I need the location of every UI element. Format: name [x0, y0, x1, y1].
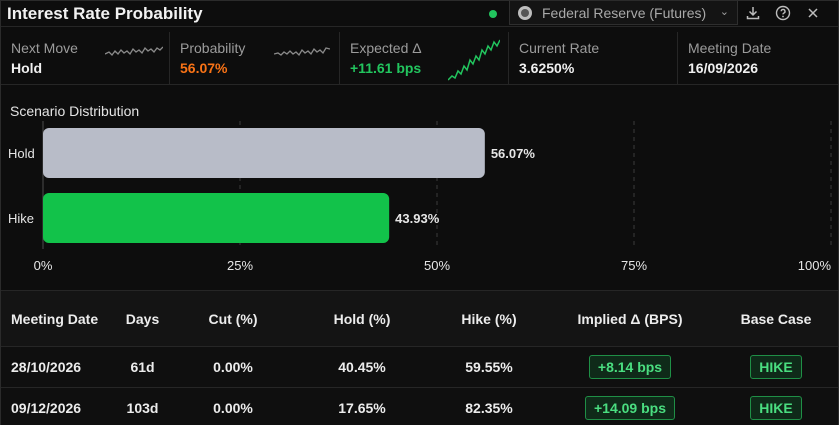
- cell-date: 28/10/2026: [11, 359, 82, 375]
- base-case-badge: HIKE: [750, 396, 802, 420]
- cell-hike: 82.35%: [465, 400, 513, 416]
- sparkline-icon: [448, 39, 500, 81]
- cell-hike: 59.55%: [465, 359, 513, 375]
- x-tick-label: 75%: [621, 258, 647, 273]
- table-row[interactable]: 28/10/2026 61d 0.00% 40.45% 59.55% +8.14…: [1, 347, 838, 388]
- table-row[interactable]: 09/12/2026 103d 0.00% 17.65% 82.35% +14.…: [1, 388, 838, 425]
- col-days[interactable]: Days: [125, 310, 160, 327]
- stat-value: 3.6250%: [519, 60, 575, 76]
- data-label: 43.93%: [395, 211, 440, 226]
- stat-label: Next Move: [11, 40, 78, 56]
- col-meeting-date[interactable]: Meeting Date: [11, 310, 99, 327]
- stat-value: +11.61 bps: [350, 60, 422, 76]
- x-tick-label: 25%: [227, 258, 253, 273]
- panel-header: Interest Rate Probability Federal Reserv…: [1, 1, 838, 27]
- stat-current-rate: Current Rate 3.6250%: [509, 32, 678, 84]
- cell-cut: 0.00%: [213, 400, 253, 416]
- implied-delta-badge: +8.14 bps: [588, 355, 672, 379]
- x-tick-label: 50%: [424, 258, 450, 273]
- stat-value: Hold: [11, 60, 43, 76]
- cell-implied: +8.14 bps: [546, 355, 714, 379]
- bar-hike: [43, 193, 390, 243]
- chevron-down-icon: ⌄: [719, 6, 729, 18]
- live-status-icon: [489, 10, 497, 18]
- help-icon[interactable]: [773, 3, 793, 23]
- data-label: 56.07%: [491, 146, 536, 161]
- cell-days: 61d: [130, 359, 155, 375]
- stat-label: Probability: [180, 40, 246, 56]
- federal-reserve-seal-icon: [518, 5, 532, 20]
- stat-value: 56.07%: [180, 60, 228, 76]
- stat-expected-delta: Expected Δ +11.61 bps: [340, 32, 509, 84]
- stat-next-move: Next Move Hold: [1, 32, 170, 84]
- cell-implied: +14.09 bps: [546, 396, 714, 420]
- panel-title: Interest Rate Probability: [7, 4, 203, 23]
- category-label: Hike: [8, 211, 34, 226]
- cell-cut: 0.00%: [213, 359, 253, 375]
- category-label: Hold: [8, 146, 35, 161]
- stats-row: Next Move Hold Probability 56.07% Expect…: [1, 32, 838, 85]
- chart-svg: Hold 56.07% Hike 43.93% 0% 25% 50% 75% 100%: [8, 121, 832, 273]
- stat-label: Expected Δ: [350, 40, 422, 56]
- stat-meeting-date: Meeting Date 16/09/2026: [678, 32, 838, 84]
- col-implied-delta[interactable]: Implied Δ (BPS): [577, 310, 683, 327]
- source-dropdown[interactable]: Federal Reserve (Futures) ⌄: [509, 1, 738, 25]
- meetings-table: Meeting Date Days Cut (%) Hold (%) Hike …: [1, 290, 838, 425]
- implied-delta-badge: +14.09 bps: [585, 396, 675, 420]
- base-case-badge: HIKE: [750, 355, 802, 379]
- stat-probability: Probability 56.07%: [170, 32, 340, 84]
- cell-base-case: HIKE: [714, 355, 838, 379]
- download-icon[interactable]: [743, 3, 763, 23]
- sparkline-icon: [274, 47, 330, 57]
- col-hold[interactable]: Hold (%): [333, 310, 391, 327]
- stat-label: Meeting Date: [688, 40, 772, 56]
- cell-date: 09/12/2026: [11, 400, 82, 416]
- x-tick-label: 100%: [798, 258, 832, 273]
- sparkline-icon: [105, 46, 163, 56]
- cell-hold: 40.45%: [338, 359, 386, 375]
- source-dropdown-label: Federal Reserve (Futures): [542, 4, 707, 21]
- table-header: Meeting Date Days Cut (%) Hold (%) Hike …: [1, 290, 838, 347]
- cell-days: 103d: [126, 400, 159, 416]
- col-base-case[interactable]: Base Case: [740, 310, 812, 327]
- close-icon[interactable]: [803, 3, 823, 23]
- stat-value: 16/09/2026: [688, 60, 759, 76]
- bar-hold: [43, 128, 485, 178]
- chart-title: Scenario Distribution: [10, 103, 140, 119]
- stat-label: Current Rate: [519, 40, 600, 56]
- col-cut[interactable]: Cut (%): [208, 310, 258, 327]
- cell-hold: 17.65%: [338, 400, 386, 416]
- scenario-distribution-chart: Hold 56.07% Hike 43.93% 0% 25% 50% 75% 100%: [1, 121, 838, 281]
- col-hike[interactable]: Hike (%): [461, 310, 517, 327]
- x-tick-label: 0%: [34, 258, 53, 273]
- cell-base-case: HIKE: [714, 396, 838, 420]
